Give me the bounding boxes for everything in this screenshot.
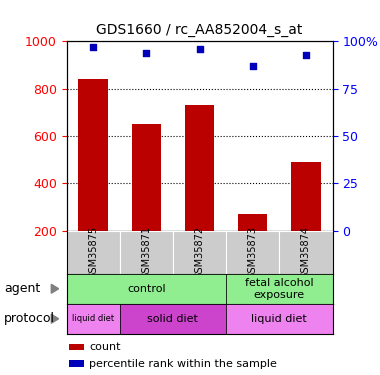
Bar (131, 124, 161, 278)
Bar (120, 231, 173, 274)
Text: fetal alcohol
exposure: fetal alcohol exposure (245, 278, 314, 300)
Text: liquid diet: liquid diet (72, 314, 114, 323)
Text: liquid diet: liquid diet (252, 314, 307, 324)
Point (196, 46, 203, 52)
Bar (226, 304, 332, 334)
Bar (173, 231, 226, 274)
Point (250, 63, 256, 69)
Bar (226, 231, 279, 274)
Bar (120, 304, 226, 334)
Text: GSM35874: GSM35874 (301, 226, 311, 279)
Bar (66, 274, 226, 304)
Bar (66, 304, 120, 334)
Polygon shape (51, 314, 59, 323)
Text: control: control (127, 284, 166, 294)
Bar (291, 162, 320, 278)
Text: protocol: protocol (4, 312, 55, 325)
Bar (226, 274, 332, 304)
Bar (78, 79, 108, 278)
Bar (185, 105, 214, 278)
Bar (279, 231, 332, 274)
Text: GSM35872: GSM35872 (195, 226, 204, 279)
Point (143, 50, 149, 55)
Bar (69, 360, 84, 367)
Text: GSM35873: GSM35873 (248, 226, 258, 279)
Text: solid diet: solid diet (147, 314, 198, 324)
Text: agent: agent (4, 282, 40, 295)
Text: GSM35871: GSM35871 (141, 226, 151, 279)
Point (90, 44, 96, 50)
Polygon shape (51, 284, 59, 293)
Bar (238, 214, 267, 278)
Text: percentile rank within the sample: percentile rank within the sample (89, 359, 277, 369)
Point (303, 51, 309, 57)
Text: GSM35875: GSM35875 (88, 226, 98, 279)
Text: count: count (89, 342, 120, 352)
Title: GDS1660 / rc_AA852004_s_at: GDS1660 / rc_AA852004_s_at (96, 24, 303, 38)
Bar (69, 344, 84, 350)
Bar (66, 231, 120, 274)
